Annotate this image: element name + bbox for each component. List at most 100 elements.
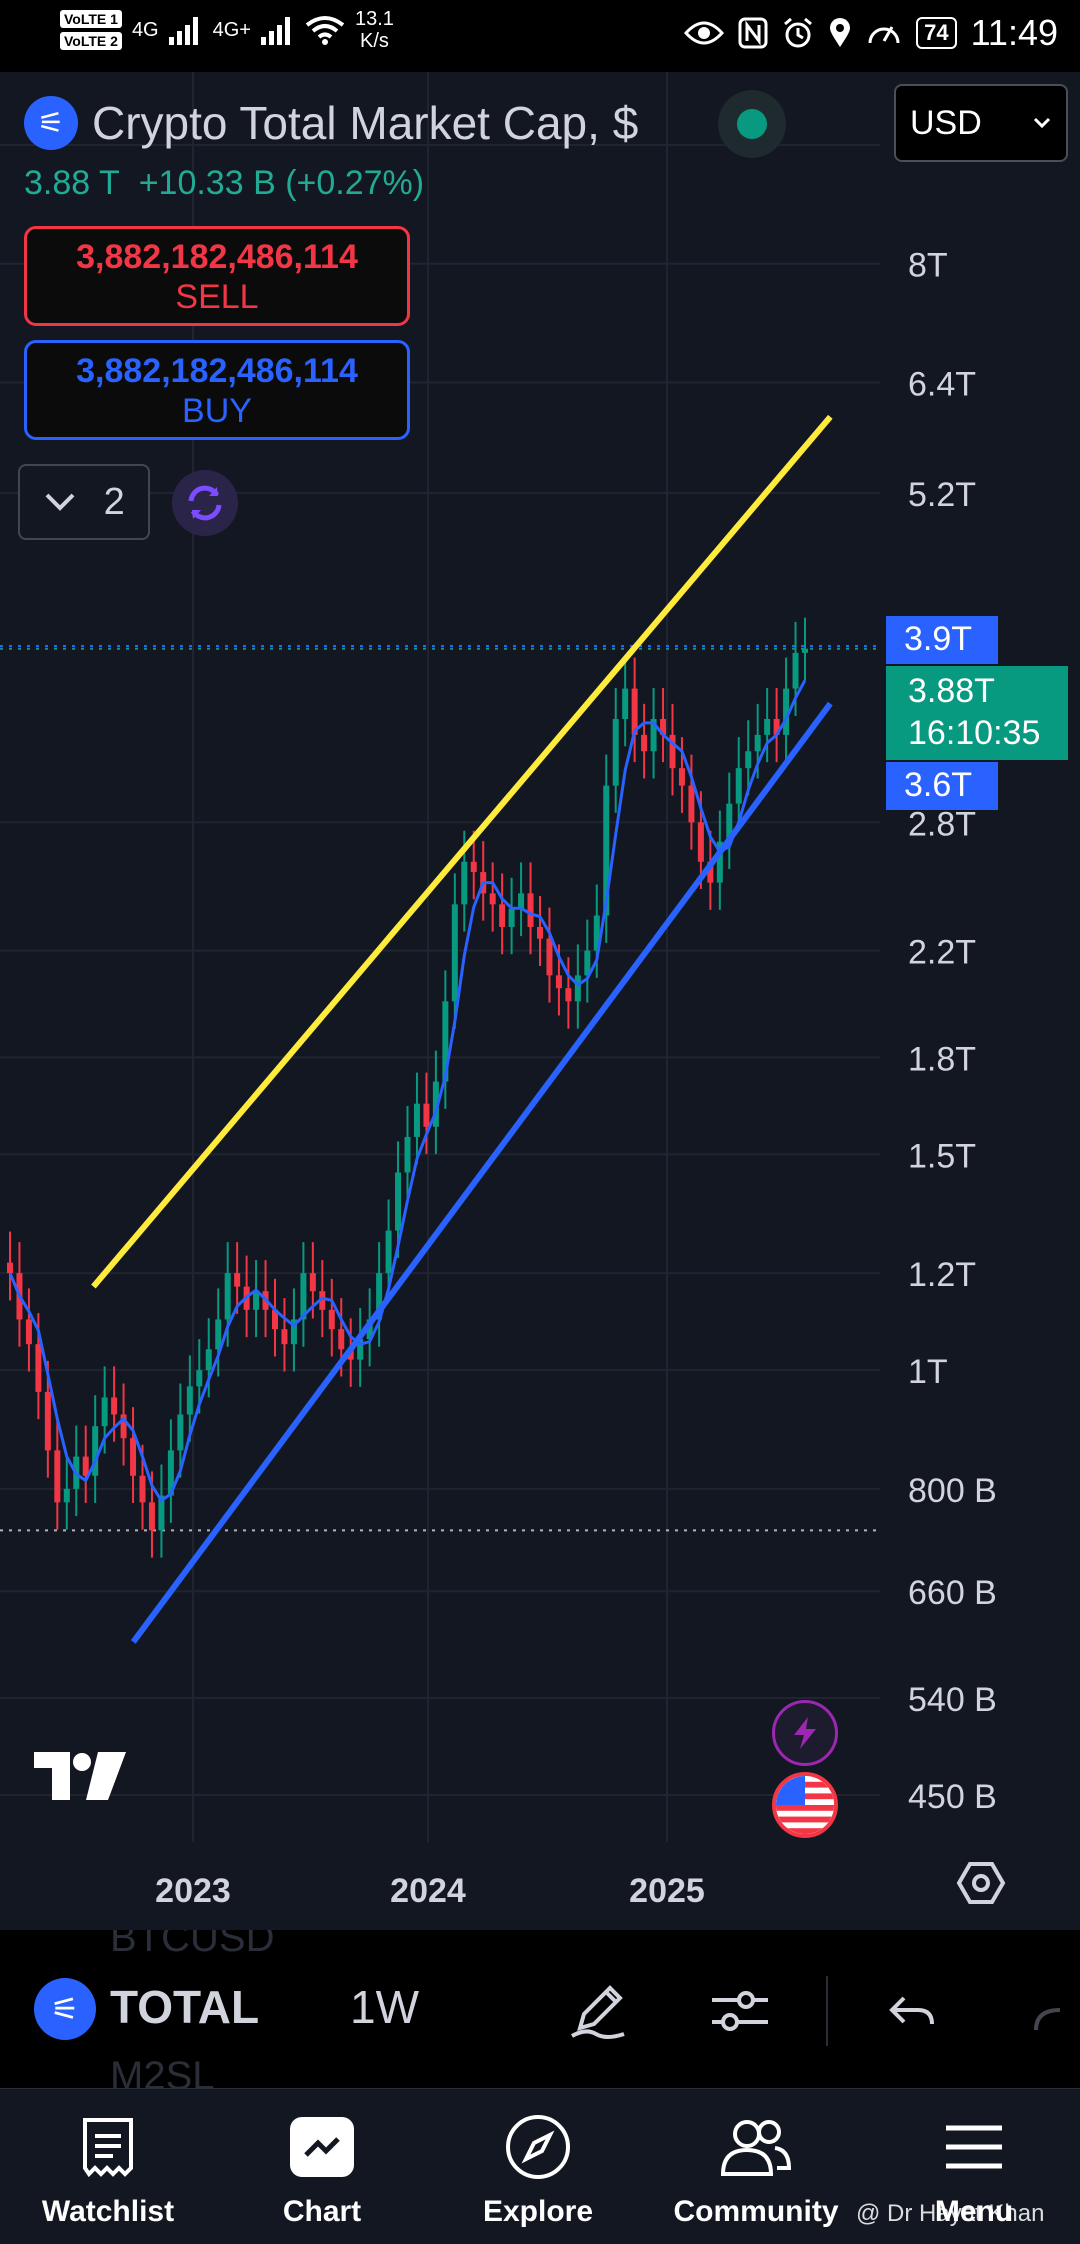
- candle-body: [802, 648, 808, 653]
- chart-title: Crypto Total Market Cap, $: [92, 97, 639, 149]
- y-axis-label: 8T: [908, 247, 948, 285]
- interval-selector[interactable]: 1W: [350, 1981, 419, 2033]
- candle-body: [678, 768, 685, 786]
- candle-body: [319, 1291, 326, 1310]
- nfc-icon: [738, 17, 768, 49]
- battery-indicator: 74: [916, 17, 957, 49]
- candle-body: [82, 1456, 89, 1476]
- currency-select[interactable]: USD: [894, 84, 1068, 162]
- nav-chart[interactable]: Chart: [222, 2107, 422, 2229]
- compass-icon: [506, 2115, 570, 2179]
- community-icon: [720, 2120, 792, 2176]
- candle-body: [357, 1339, 364, 1360]
- signal-icon-2: [260, 17, 290, 45]
- moving-average-line: [8, 679, 807, 1503]
- candle-body: [376, 1273, 383, 1320]
- candle-body: [442, 1001, 449, 1082]
- x-axis-label: 2024: [390, 1872, 466, 1910]
- symbol-header[interactable]: ⚟ Crypto Total Market Cap, $: [24, 96, 638, 150]
- nav-menu[interactable]: Menu: [874, 2107, 1074, 2229]
- candle-body: [139, 1475, 146, 1503]
- indicators-button[interactable]: [700, 1970, 780, 2050]
- chart-toolbar: BTCUSD ⚟ TOTAL 1W M2SL: [0, 1930, 1080, 2088]
- y-axis-label: 1.2T: [908, 1256, 976, 1294]
- sell-button[interactable]: 3,882,182,486,114 SELL: [24, 226, 410, 326]
- candle-body: [54, 1450, 61, 1503]
- sim1-badge: VoLTE 1: [60, 10, 122, 28]
- nav-explore[interactable]: Explore: [438, 2107, 638, 2229]
- redo-icon[interactable]: [1030, 2000, 1070, 2040]
- eye-icon: [684, 21, 725, 45]
- candle-body: [309, 1273, 316, 1292]
- nav-community[interactable]: Community: [656, 2107, 856, 2229]
- drawing-tools-button[interactable]: [558, 1970, 638, 2050]
- alerts-button[interactable]: [772, 1700, 838, 1766]
- candle-body: [432, 1081, 439, 1127]
- candle-body: [527, 893, 534, 927]
- candle-body: [272, 1309, 278, 1330]
- market-open-indicator[interactable]: [718, 90, 786, 158]
- candle-body: [726, 803, 733, 842]
- nav-label-explore: Explore: [482, 2195, 594, 2228]
- y-axis-label: 5.2T: [908, 476, 976, 514]
- candle-body: [555, 975, 562, 989]
- status-right: 74 11:49: [684, 12, 1058, 54]
- candle-body: [44, 1391, 51, 1451]
- candle-body: [669, 734, 676, 769]
- y-axis-label: 1.8T: [908, 1040, 976, 1078]
- candle-body: [101, 1397, 108, 1427]
- status-left: VoLTE 1 VoLTE 2 4G 4G+ 13.1 K/s: [60, 8, 394, 52]
- nav-watchlist[interactable]: Watchlist: [8, 2107, 208, 2229]
- candle-body: [7, 1262, 13, 1274]
- watermark: @ Dr Hayat Khan: [856, 2200, 1045, 2227]
- symbol-selector[interactable]: TOTAL: [110, 1981, 260, 2033]
- chart-icon: [290, 2117, 354, 2177]
- bottom-navigation: Watchlist Chart Explore Community Menu: [0, 2088, 1080, 2244]
- pencil-icon: [571, 1985, 625, 2039]
- candle-body: [385, 1230, 392, 1274]
- buy-label: BUY: [182, 392, 252, 430]
- candle-body: [546, 938, 553, 976]
- candle-body: [395, 1172, 402, 1231]
- network-type-1: 4G: [131, 18, 159, 41]
- candle-body: [158, 1495, 165, 1531]
- candle-body: [612, 719, 619, 786]
- last-price-value: 3.88T: [908, 672, 995, 710]
- candle-body: [499, 904, 506, 927]
- symbol-icon[interactable]: ⚟: [34, 1978, 96, 2040]
- chevron-down-icon: [1033, 117, 1051, 129]
- buy-button[interactable]: 3,882,182,486,114 BUY: [24, 340, 410, 440]
- candle-body: [470, 861, 477, 873]
- candle-body: [461, 861, 468, 905]
- chevron-down-icon: [45, 493, 75, 511]
- candle-body: [593, 915, 600, 951]
- sim-indicator: VoLTE 1 VoLTE 2: [60, 10, 122, 50]
- candle-body: [120, 1414, 127, 1439]
- economic-calendar-button[interactable]: [772, 1772, 838, 1838]
- candle-body: [603, 785, 610, 916]
- refresh-button[interactable]: [172, 470, 238, 536]
- candle-body: [660, 719, 667, 735]
- candle-body: [300, 1273, 307, 1320]
- candle-body: [754, 734, 761, 752]
- candle-body: [584, 950, 591, 976]
- candle-body: [404, 1136, 411, 1173]
- speedometer-icon: [868, 26, 900, 44]
- clock: 11:49: [970, 12, 1058, 53]
- last-price: 3.88 T: [24, 164, 120, 202]
- candle-body: [111, 1397, 118, 1415]
- candle-body: [338, 1329, 345, 1350]
- sim2-badge: VoLTE 2: [60, 32, 122, 50]
- sliders-icon: [712, 1991, 768, 2031]
- candle-body: [196, 1370, 203, 1387]
- indicators-toggle[interactable]: 2: [18, 464, 150, 540]
- candle-body: [186, 1386, 193, 1415]
- candle-body: [413, 1103, 420, 1137]
- undo-button[interactable]: [872, 1970, 952, 2050]
- chart-settings-icon[interactable]: [956, 1858, 1006, 1908]
- hamburger-icon: [946, 2125, 1002, 2169]
- candle-body: [574, 975, 581, 1002]
- y-axis-label: 2.8T: [908, 805, 976, 843]
